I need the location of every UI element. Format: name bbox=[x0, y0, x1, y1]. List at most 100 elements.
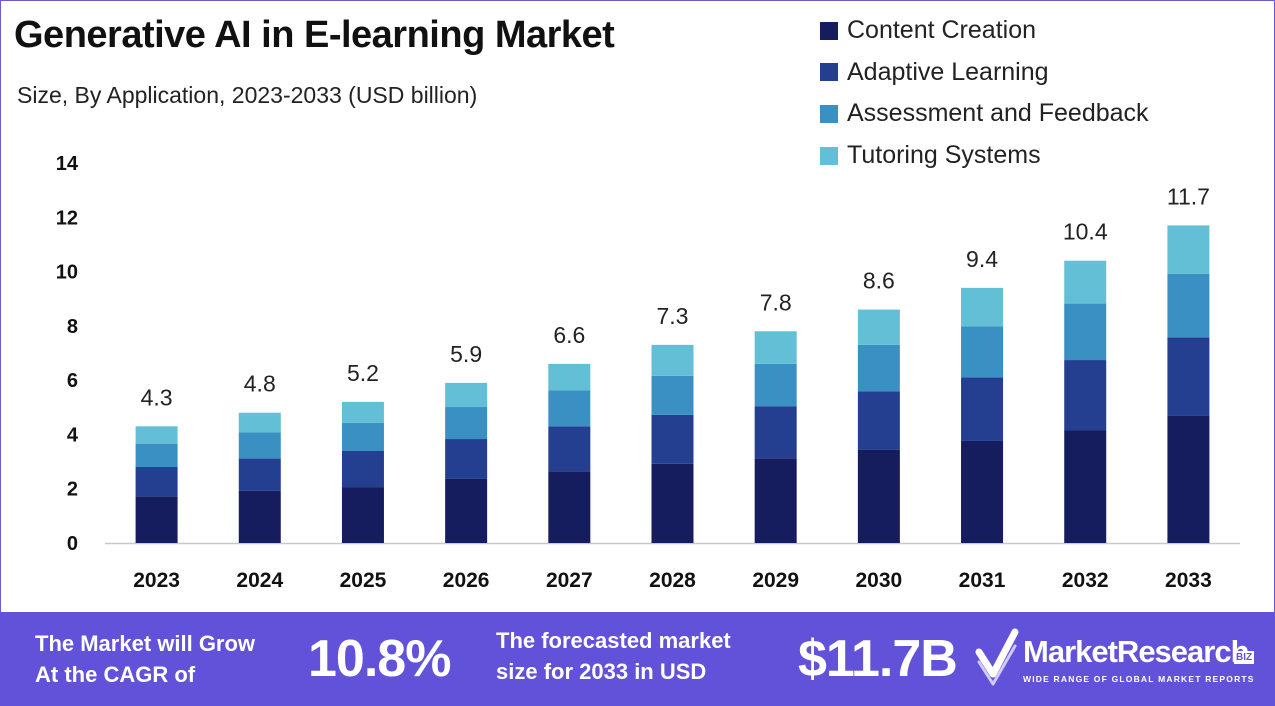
x-tick-label: 2033 bbox=[1165, 569, 1212, 592]
bar-segment-content-creation bbox=[754, 458, 797, 543]
bar-segment-adaptive-learning bbox=[651, 414, 694, 464]
bar-segment-adaptive-learning bbox=[754, 406, 797, 459]
forecast-caption-line2: size for 2033 in USD bbox=[496, 659, 707, 684]
bar-segment-assessment-and-feedback bbox=[135, 443, 178, 467]
summary-banner: The Market will Grow At the CAGR of 10.8… bbox=[0, 612, 1275, 706]
marketresearch-logo: MarketResearch BIZ WIDE RANGE OF GLOBAL … bbox=[975, 628, 1265, 698]
y-tick-label: 8 bbox=[67, 316, 78, 338]
bar-segment-adaptive-learning bbox=[548, 426, 591, 472]
bar-segment-assessment-and-feedback bbox=[341, 422, 384, 451]
bar-segment-tutoring-systems bbox=[651, 344, 694, 376]
y-tick-label: 0 bbox=[67, 533, 78, 555]
bar-segment-tutoring-systems bbox=[135, 426, 178, 444]
legend-item-adaptive-learning: Adaptive Learning bbox=[820, 52, 1149, 94]
bar-segment-tutoring-systems bbox=[445, 382, 488, 408]
bar-segment-tutoring-systems bbox=[857, 309, 900, 345]
y-tick-label: 12 bbox=[56, 207, 78, 229]
bar-segment-tutoring-systems bbox=[1167, 225, 1210, 274]
y-tick-label: 6 bbox=[67, 370, 78, 392]
bar-segment-tutoring-systems bbox=[548, 363, 591, 391]
cagr-caption: The Market will Grow At the CAGR of bbox=[35, 628, 255, 690]
bar-segment-content-creation bbox=[445, 478, 488, 543]
bar-total-label: 7.8 bbox=[760, 289, 792, 315]
check-logo-icon bbox=[975, 628, 1019, 686]
legend-swatch bbox=[820, 63, 838, 82]
bar-segment-assessment-and-feedback bbox=[1167, 273, 1210, 338]
bar-segment-adaptive-learning bbox=[857, 391, 900, 450]
legend-swatch bbox=[820, 21, 838, 40]
bar-total-label: 6.6 bbox=[553, 322, 585, 348]
bar-segment-adaptive-learning bbox=[961, 377, 1004, 441]
x-tick-label: 2029 bbox=[752, 569, 799, 592]
x-tick-label: 2024 bbox=[236, 569, 283, 592]
bar-total-label: 4.3 bbox=[141, 384, 173, 410]
x-tick-label: 2030 bbox=[856, 569, 903, 592]
forecast-caption-line1: The forecasted market bbox=[496, 628, 731, 653]
bar-segment-assessment-and-feedback bbox=[754, 363, 797, 407]
bar-segment-assessment-and-feedback bbox=[961, 326, 1004, 378]
bar-segment-tutoring-systems bbox=[341, 401, 384, 423]
y-tick-label: 14 bbox=[56, 153, 79, 175]
bar-segment-content-creation bbox=[135, 496, 178, 543]
bar-segment-adaptive-learning bbox=[445, 439, 488, 479]
cagr-value: 10.8% bbox=[308, 630, 451, 688]
logo-brand: MarketResearch bbox=[1023, 634, 1250, 669]
x-tick-label: 2027 bbox=[546, 569, 593, 592]
cagr-caption-line1: The Market will Grow bbox=[35, 631, 256, 656]
bar-total-label: 11.7 bbox=[1167, 183, 1210, 209]
bar-segment-content-creation bbox=[857, 449, 900, 543]
bar-segment-content-creation bbox=[238, 490, 281, 543]
x-tick-label: 2023 bbox=[133, 569, 180, 592]
bar-total-label: 4.8 bbox=[244, 371, 276, 397]
x-tick-label: 2026 bbox=[443, 569, 490, 592]
y-tick-label: 10 bbox=[56, 262, 78, 284]
legend-label: Tutoring Systems bbox=[847, 141, 1041, 170]
forecast-caption: The forecasted market size for 2033 in U… bbox=[496, 625, 731, 687]
bar-total-label: 5.9 bbox=[450, 341, 482, 367]
x-tick-label: 2031 bbox=[959, 569, 1006, 592]
bar-total-label: 7.3 bbox=[657, 303, 689, 329]
bar-segment-tutoring-systems bbox=[1064, 260, 1107, 304]
y-tick-label: 4 bbox=[67, 424, 79, 446]
stacked-bar-chart: 0 2 4 6 8 10 12 14 4.3 2023 4.8 2024 5.2 2025 5.9 2026 6… bbox=[56, 153, 1240, 592]
bar-segment-adaptive-learning bbox=[1064, 360, 1107, 431]
bar-segment-tutoring-systems bbox=[754, 331, 797, 364]
bar-segment-adaptive-learning bbox=[341, 450, 384, 488]
x-tick-label: 2025 bbox=[340, 569, 387, 592]
bar-segment-assessment-and-feedback bbox=[1064, 303, 1107, 361]
legend-item-content-creation: Content Creation bbox=[820, 10, 1149, 52]
legend-label: Content Creation bbox=[847, 16, 1037, 45]
bar-segment-tutoring-systems bbox=[238, 412, 281, 433]
bar-segment-adaptive-learning bbox=[135, 467, 178, 497]
bar-segment-adaptive-learning bbox=[1167, 337, 1210, 416]
bar-segment-assessment-and-feedback bbox=[548, 390, 591, 427]
x-tick-label: 2028 bbox=[649, 569, 696, 592]
legend-swatch bbox=[820, 146, 838, 165]
bar-segment-assessment-and-feedback bbox=[857, 344, 900, 392]
legend-swatch bbox=[820, 104, 838, 123]
legend-item-tutoring-systems: Tutoring Systems bbox=[820, 135, 1149, 177]
bar-total-label: 5.2 bbox=[347, 360, 379, 386]
chart-legend: Content Creation Adaptive Learning Asses… bbox=[820, 10, 1149, 176]
logo-tagline: WIDE RANGE OF GLOBAL MARKET REPORTS bbox=[1023, 674, 1255, 684]
logo-badge: BIZ bbox=[1234, 651, 1255, 664]
bar-segment-content-creation bbox=[961, 440, 1004, 543]
bar-segment-tutoring-systems bbox=[961, 287, 1004, 327]
x-tick-label: 2032 bbox=[1062, 569, 1109, 592]
legend-item-assessment-and-feedback: Assessment and Feedback bbox=[820, 93, 1149, 135]
bar-total-label: 8.6 bbox=[863, 268, 895, 294]
bar-total-label: 10.4 bbox=[1063, 219, 1108, 245]
y-tick-label: 2 bbox=[67, 479, 78, 501]
chart-title: Generative AI in E-learning Market bbox=[14, 14, 615, 56]
cagr-caption-line2: At the CAGR of bbox=[35, 662, 196, 687]
bar-segment-assessment-and-feedback bbox=[238, 432, 281, 459]
chart-subtitle: Size, By Application, 2023-2033 (USD bil… bbox=[17, 82, 478, 108]
bar-segment-assessment-and-feedback bbox=[445, 407, 488, 440]
bar-segment-content-creation bbox=[548, 471, 591, 543]
bar-segment-content-creation bbox=[1064, 430, 1107, 543]
bar-segment-adaptive-learning bbox=[238, 458, 281, 491]
bar-segment-content-creation bbox=[651, 463, 694, 543]
legend-label: Assessment and Feedback bbox=[847, 99, 1149, 128]
bar-segment-content-creation bbox=[341, 487, 384, 543]
forecast-value: $11.7B bbox=[798, 630, 958, 688]
